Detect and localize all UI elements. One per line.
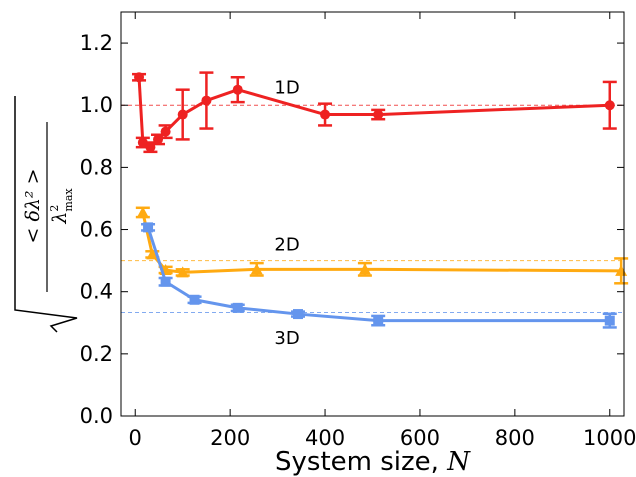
data-point-1d [373,109,384,120]
x-tick-label: 1000 [583,426,636,450]
x-tick-label: 600 [400,426,440,450]
series-line-2d [141,212,622,274]
data-point-1d [134,72,145,83]
y-axis-numerator: < δλ² > [22,168,44,243]
y-tick-label: 0.2 [80,342,113,366]
series-label-1d: 1D [274,78,299,99]
x-tick-label: 800 [495,426,535,450]
y-tick-label: 1.2 [80,31,113,55]
y-axis-denominator-sup: 2 [48,205,61,212]
data-point-2d [146,248,159,260]
series-3d [141,222,617,329]
x-axis-title-text: System size, [275,447,447,477]
data-point-3d [292,309,303,320]
x-tick-label: 400 [305,426,345,450]
data-point-1d [320,109,331,120]
data-point-3d [604,315,615,326]
data-point-3d [373,315,384,326]
data-point-1d [604,100,615,111]
y-axis-denominator: λ2max [48,188,75,225]
x-axis-title: System size, N [275,447,471,477]
data-point-1d [177,109,188,120]
data-point-3d [160,276,171,287]
x-tick-label: 200 [210,426,250,450]
data-point-2d [250,263,263,275]
series-label-3d: 3D [274,328,299,349]
y-tick-label: 0.4 [80,280,113,304]
data-point-2d [358,263,371,275]
series-line-3d [146,226,610,323]
y-tick-label: 0.0 [80,404,113,428]
series-labels: 1D 2D 3D [274,78,299,349]
data-point-1d [153,134,164,145]
y-tick-label: 0.6 [80,218,113,242]
y-tick-label: 0.8 [80,155,113,179]
y-axis-denominator-sub: max [62,188,75,212]
plot-frame [120,11,625,417]
series-label-2d: 2D [274,235,299,256]
data-point-1d [232,84,243,95]
y-axis-denominator-base: λ [49,212,71,225]
data-point-1d [137,137,148,148]
data-point-1d [201,95,212,106]
data-point-3d [143,222,154,233]
data-point-3d [232,302,243,313]
reference-lines [121,104,624,314]
x-axis-title-variable: N [446,447,471,477]
y-axis-title: < δλ² > λ2max [14,96,78,333]
data-point-1d [160,126,171,137]
y-axis-radical-sign [14,96,78,333]
data-point-2d [176,266,189,278]
y-tick-label: 1.0 [80,93,113,117]
series-2d [135,206,629,285]
data-point-2d [136,206,149,218]
data-point-3d [189,294,200,305]
ticks-layer: 0 200 400 600 800 1000 0.0 0.2 0.4 0.6 0.8 1.0 1.2 [80,12,636,450]
series-layer [132,71,629,329]
series-1d [132,71,617,154]
x-tick-label: 0 [129,426,142,450]
